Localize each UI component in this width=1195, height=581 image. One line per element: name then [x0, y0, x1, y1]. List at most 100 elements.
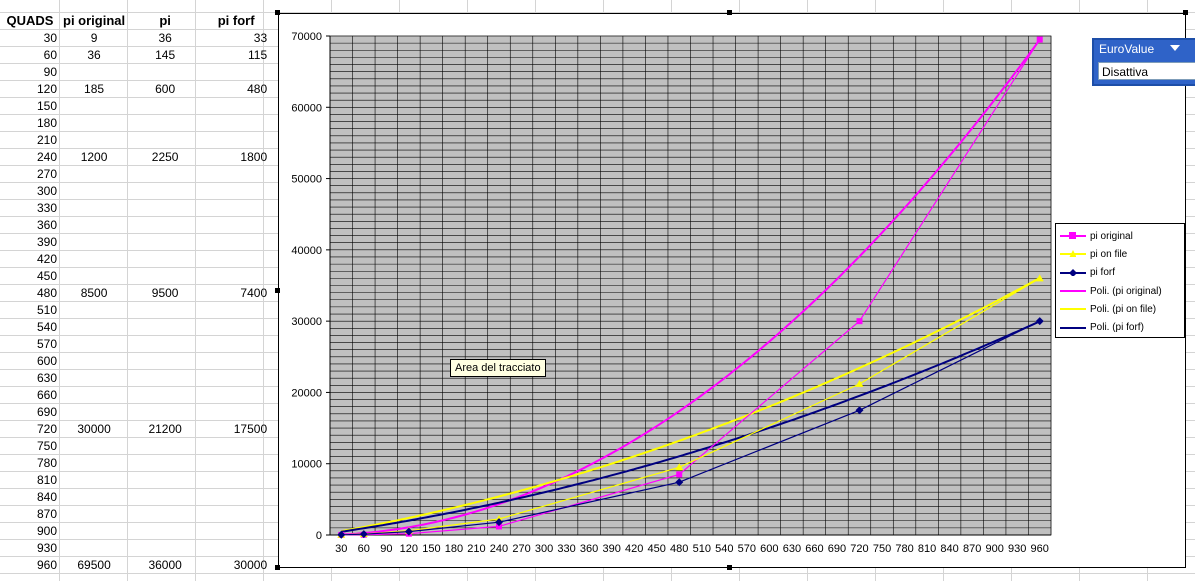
- cell-quads[interactable]: 660: [36, 387, 57, 402]
- header-pi-forf[interactable]: pi forf: [217, 13, 255, 28]
- cell-quads[interactable]: 450: [36, 268, 57, 283]
- cell-pi-forf[interactable]: [202, 301, 270, 318]
- cell-pi[interactable]: 2250: [151, 149, 179, 164]
- cell-pi-original[interactable]: [60, 131, 128, 148]
- cell-pi-forf[interactable]: [202, 454, 270, 471]
- cell-quads[interactable]: 300: [36, 183, 57, 198]
- cell-quads[interactable]: 570: [36, 336, 57, 351]
- resize-handle[interactable]: [727, 10, 732, 15]
- cell-pi-original[interactable]: 36: [87, 47, 101, 62]
- cell-quads[interactable]: 330: [36, 200, 57, 215]
- cell-pi-forf[interactable]: [202, 335, 270, 352]
- cell-pi-original[interactable]: [60, 488, 128, 505]
- cell-pi[interactable]: 600: [155, 81, 176, 96]
- cell-pi[interactable]: [128, 131, 202, 148]
- cell-pi[interactable]: [128, 165, 202, 182]
- dropdown-arrow-icon[interactable]: [1170, 45, 1180, 51]
- cell-pi-original[interactable]: 185: [84, 81, 105, 96]
- cell-pi[interactable]: [128, 539, 202, 556]
- cell-pi-original[interactable]: [60, 114, 128, 131]
- cell-pi-forf[interactable]: [202, 539, 270, 556]
- cell-quads[interactable]: 840: [36, 489, 57, 504]
- cell-pi-original[interactable]: [60, 386, 128, 403]
- resize-handle[interactable]: [1183, 10, 1188, 15]
- cell-pi-original[interactable]: [60, 165, 128, 182]
- cell-pi-forf[interactable]: [202, 488, 270, 505]
- cell-pi-original[interactable]: 30000: [77, 421, 111, 436]
- cell-pi-original[interactable]: [60, 97, 128, 114]
- cell-quads[interactable]: 360: [36, 217, 57, 232]
- cell-pi[interactable]: [128, 369, 202, 386]
- cell-pi[interactable]: [128, 267, 202, 284]
- cell-pi-original[interactable]: [60, 403, 128, 420]
- cell-quads[interactable]: 390: [36, 234, 57, 249]
- cell-pi-original[interactable]: [60, 505, 128, 522]
- cell-pi[interactable]: [128, 386, 202, 403]
- cell-pi-forf[interactable]: [202, 437, 270, 454]
- cell-pi-original[interactable]: [60, 539, 128, 556]
- cell-quads[interactable]: 210: [36, 132, 57, 147]
- cell-pi-forf[interactable]: [202, 352, 270, 369]
- cell-quads[interactable]: 960: [36, 557, 57, 572]
- header-quads[interactable]: QUADS: [6, 13, 54, 28]
- cell-pi[interactable]: [128, 199, 202, 216]
- cell-quads[interactable]: 690: [36, 404, 57, 419]
- cell-pi-forf[interactable]: [202, 403, 270, 420]
- cell-pi-original[interactable]: [60, 454, 128, 471]
- cell-quads[interactable]: 150: [36, 98, 57, 113]
- cell-pi-original[interactable]: [60, 216, 128, 233]
- resize-handle[interactable]: [727, 565, 732, 570]
- cell-pi[interactable]: [128, 114, 202, 131]
- cell-quads[interactable]: 720: [36, 421, 57, 436]
- cell-pi[interactable]: [128, 216, 202, 233]
- cell-pi-forf[interactable]: [202, 182, 270, 199]
- cell-quads[interactable]: 240: [36, 149, 57, 164]
- cell-quads[interactable]: 870: [36, 506, 57, 521]
- cell-pi-forf[interactable]: 115: [247, 47, 268, 62]
- cell-pi[interactable]: [128, 250, 202, 267]
- cell-pi-original[interactable]: [60, 369, 128, 386]
- cell-pi-original[interactable]: 1200: [80, 149, 108, 164]
- cell-pi-forf[interactable]: 1800: [240, 149, 268, 164]
- cell-quads[interactable]: 420: [36, 251, 57, 266]
- cell-pi-forf[interactable]: [202, 63, 270, 80]
- cell-pi-original[interactable]: [60, 267, 128, 284]
- chart-legend[interactable]: pi original pi on file pi forf Poli. (pi…: [1055, 223, 1185, 338]
- eurovalue-toolbar[interactable]: EuroValue Disattiva: [1092, 38, 1195, 86]
- cell-pi-forf[interactable]: [202, 522, 270, 539]
- cell-pi-forf[interactable]: [202, 471, 270, 488]
- cell-quads[interactable]: 930: [36, 540, 57, 555]
- cell-pi[interactable]: 145: [155, 47, 176, 62]
- cell-pi-original[interactable]: [60, 182, 128, 199]
- header-pi-original[interactable]: pi original: [63, 13, 126, 28]
- cell-quads[interactable]: 180: [36, 115, 57, 130]
- cell-pi[interactable]: 36000: [148, 557, 182, 572]
- cell-quads[interactable]: 810: [36, 472, 57, 487]
- cell-pi-forf[interactable]: [202, 233, 270, 250]
- cell-pi-original[interactable]: [60, 352, 128, 369]
- resize-handle[interactable]: [275, 288, 280, 293]
- cell-pi-forf[interactable]: [202, 114, 270, 131]
- cell-pi[interactable]: [128, 97, 202, 114]
- cell-pi-forf[interactable]: [202, 386, 270, 403]
- cell-pi[interactable]: [128, 471, 202, 488]
- cell-pi[interactable]: [128, 233, 202, 250]
- cell-pi[interactable]: 21200: [148, 421, 182, 436]
- cell-pi-forf[interactable]: [202, 267, 270, 284]
- cell-quads[interactable]: 270: [36, 166, 57, 181]
- cell-pi[interactable]: [128, 505, 202, 522]
- cell-pi[interactable]: [128, 318, 202, 335]
- cell-pi[interactable]: 9500: [151, 285, 179, 300]
- cell-pi-forf[interactable]: [202, 199, 270, 216]
- cell-pi-forf[interactable]: [202, 216, 270, 233]
- cell-pi-original[interactable]: [60, 301, 128, 318]
- cell-pi-forf[interactable]: [202, 250, 270, 267]
- cell-quads[interactable]: 60: [43, 47, 57, 62]
- cell-pi[interactable]: [128, 437, 202, 454]
- resize-handle[interactable]: [275, 565, 280, 570]
- cell-pi-forf[interactable]: [202, 165, 270, 182]
- cell-quads[interactable]: 120: [36, 81, 57, 96]
- cell-pi-forf[interactable]: 30000: [233, 557, 268, 572]
- cell-quads[interactable]: 90: [43, 64, 57, 79]
- cell-pi-original[interactable]: [60, 318, 128, 335]
